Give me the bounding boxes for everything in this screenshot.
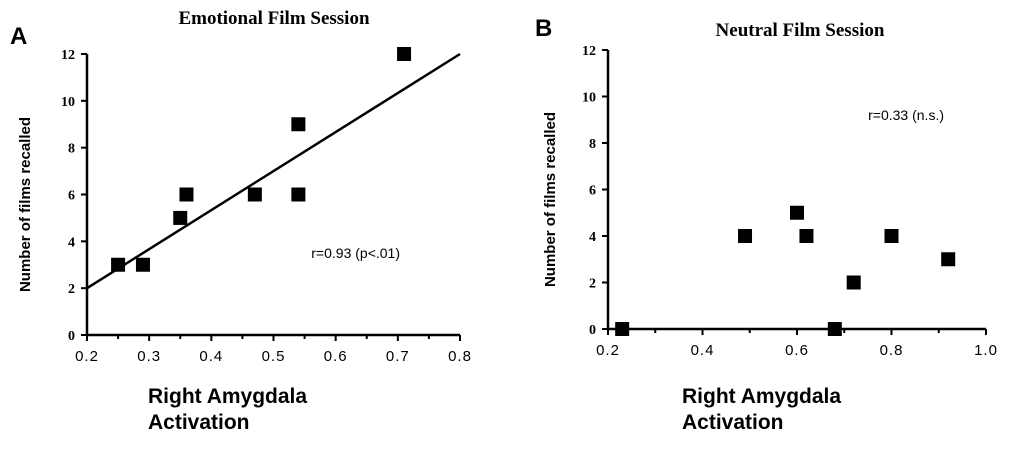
data-point <box>790 205 804 220</box>
x-label-line: Activation <box>682 411 784 434</box>
y-axis-label-a: Number of films recalled <box>17 117 34 292</box>
x-axis-label-b: Right Amygdala Activation <box>682 384 841 436</box>
y-tick-label: 2 <box>68 282 75 297</box>
y-tick-label: 0 <box>589 323 596 338</box>
panel-label-a: A <box>10 23 27 50</box>
x-tick-label: 0.3 <box>137 348 161 365</box>
correlation-annotation-b: r=0.33 (n.s.) <box>868 107 944 123</box>
panel-label-b: B <box>535 15 552 42</box>
x-label-line: Right Amygdala <box>682 385 842 408</box>
x-tick-label: 0.2 <box>596 342 620 359</box>
chart-title-b: Neutral Film Session <box>716 20 885 41</box>
data-point <box>799 229 814 243</box>
y-axis-label-b: Number of films recalled <box>542 112 559 287</box>
y-tick-label: 2 <box>589 277 596 292</box>
data-point <box>615 322 630 336</box>
x-tick-label: 0.8 <box>880 342 904 359</box>
y-tick-label: 10 <box>582 91 596 106</box>
y-tick-label: 12 <box>582 44 596 59</box>
x-tick-label: 0.2 <box>75 348 99 365</box>
y-tick-label: 4 <box>589 230 596 245</box>
x-tick-label: 0.7 <box>386 348 410 365</box>
y-tick-label: 8 <box>589 137 596 152</box>
y-tick-label: 6 <box>589 184 596 199</box>
y-tick-label: 8 <box>68 142 75 157</box>
y-tick-label: 12 <box>61 48 75 63</box>
x-axis-label-a: Right Amygdala Activation <box>148 384 307 436</box>
x-tick-label: 0.5 <box>262 348 286 365</box>
data-point <box>173 210 188 225</box>
x-tick-label: 0.6 <box>324 348 348 365</box>
data-point <box>846 275 861 290</box>
data-point <box>247 187 262 202</box>
data-point <box>179 187 194 202</box>
data-point <box>738 229 753 243</box>
y-tick-label: 4 <box>68 235 75 250</box>
x-tick-label: 1.0 <box>974 342 998 359</box>
data-point <box>397 47 412 61</box>
x-label-line: Activation <box>148 411 250 434</box>
x-tick-label: 0.4 <box>199 348 223 365</box>
data-point <box>884 229 899 243</box>
x-tick-label: 0.8 <box>448 348 472 365</box>
data-point <box>291 187 306 202</box>
y-tick-label: 10 <box>61 95 75 110</box>
data-point <box>291 117 306 132</box>
y-tick-label: 0 <box>68 329 75 344</box>
regression-line-a <box>86 52 461 290</box>
correlation-annotation-a: r=0.93 (p<.01) <box>311 245 400 261</box>
x-tick-label: 0.6 <box>785 342 809 359</box>
x-tick-label: 0.4 <box>691 342 715 359</box>
data-point <box>135 257 150 272</box>
data-point <box>111 257 126 272</box>
y-tick-label: 6 <box>68 189 75 204</box>
chart-title-a: Emotional Film Session <box>178 8 370 29</box>
data-point <box>941 252 956 267</box>
data-point <box>827 322 842 336</box>
x-label-line: Right Amygdala <box>148 385 308 408</box>
